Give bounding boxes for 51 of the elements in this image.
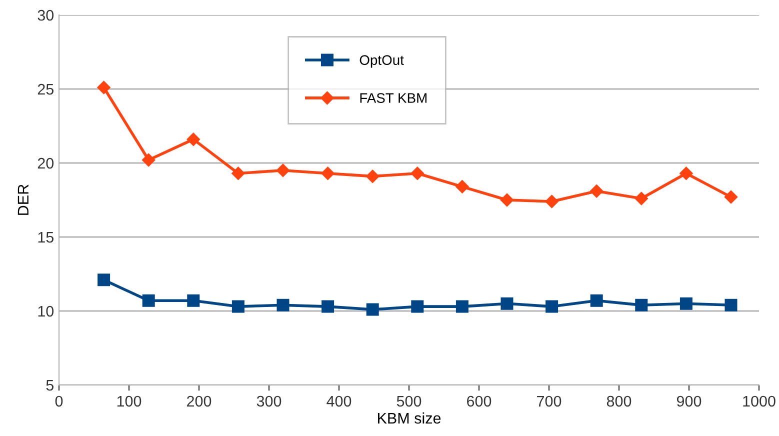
point	[635, 298, 648, 312]
point	[366, 170, 380, 183]
x-tick-label: 200	[187, 396, 212, 407]
point	[411, 300, 424, 313]
point	[680, 297, 692, 310]
x-tick-label: 300	[256, 396, 282, 407]
point	[724, 190, 738, 204]
y-tick-label: 20	[38, 158, 54, 169]
point	[276, 164, 290, 177]
x-tick-label: 1000	[743, 396, 776, 407]
x-axis-title: KBM size	[378, 412, 441, 424]
point	[410, 166, 424, 180]
y-axis-title: DER	[18, 184, 28, 215]
point	[500, 193, 514, 207]
point	[590, 184, 604, 198]
point	[142, 153, 156, 167]
y-tick-label: 10	[38, 306, 54, 317]
point	[680, 166, 693, 180]
y-tick-label: 15	[38, 232, 54, 243]
point	[546, 300, 558, 313]
y-tick-label: 30	[38, 10, 54, 21]
point	[456, 300, 468, 313]
y-tick-label: 5	[46, 380, 54, 391]
legend-label: FAST KBM	[360, 93, 426, 103]
point	[97, 80, 110, 94]
x-tick-label: 500	[396, 396, 422, 407]
legend-label: OptOut	[360, 55, 404, 68]
point	[545, 194, 558, 208]
x-tick-label: 700	[537, 396, 562, 407]
point	[590, 294, 603, 307]
x-tick-label: 600	[467, 396, 492, 407]
point	[322, 300, 334, 313]
point	[187, 294, 200, 307]
point	[98, 274, 110, 286]
point	[634, 192, 648, 206]
point	[366, 303, 379, 316]
x-tick-label: 800	[606, 396, 632, 407]
point	[321, 166, 334, 180]
y-tick-label: 25	[38, 84, 54, 95]
point	[724, 298, 738, 312]
point	[456, 180, 469, 194]
x-tick-label: 100	[117, 396, 142, 407]
point	[142, 294, 155, 307]
x-tick-label: 400	[326, 396, 352, 407]
x-tick-label: 900	[676, 396, 702, 407]
point	[232, 300, 244, 313]
point	[186, 132, 200, 146]
point	[500, 297, 514, 310]
point	[232, 166, 245, 180]
point	[276, 298, 290, 312]
x-tick-label: 0	[55, 396, 63, 407]
